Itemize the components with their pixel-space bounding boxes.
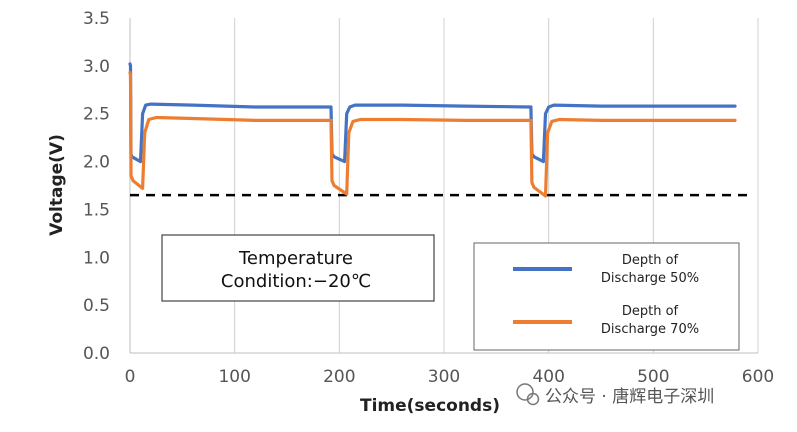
series-line-1 (128, 70, 737, 198)
watermark-text: 公众号 · 唐辉电子深圳 (545, 386, 714, 407)
y-tick-label: 0.0 (83, 344, 110, 364)
series-layer (128, 62, 750, 198)
legend-label-70-line2: Discharge 70% (601, 322, 699, 337)
legend: Depth of Discharge 50% Depth of Discharg… (473, 242, 740, 351)
legend-label-70-line1: Depth of (622, 304, 679, 319)
y-tick-label: 2.0 (83, 153, 110, 173)
x-tick-label: 0 (125, 367, 136, 387)
x-tick-label: 500 (637, 367, 669, 387)
legend-label-50-line2: Discharge 50% (601, 271, 699, 286)
y-tick-label: 3.0 (83, 57, 110, 77)
annotation-box: Temperature Condition:−20℃ (161, 234, 435, 302)
x-tick-label: 400 (532, 367, 564, 387)
y-axis-title: Voltage(V) (47, 134, 67, 236)
series-line-0 (128, 62, 737, 164)
x-tick-label: 200 (323, 367, 355, 387)
x-axis-title: Time(seconds) (360, 396, 500, 416)
y-tick-label: 2.5 (83, 105, 110, 125)
y-tick-label: 0.5 (83, 296, 110, 316)
legend-label-50-line1: Depth of (622, 253, 679, 268)
wechat-icon-bubble (526, 392, 540, 406)
x-tick-label: 300 (428, 367, 460, 387)
y-tick-label: 3.5 (83, 9, 110, 29)
watermark: 公众号 · 唐辉电子深圳 (516, 383, 714, 407)
x-tick-label: 100 (218, 367, 250, 387)
axis-layer: 0 100 200 300 400 500 600 0.0 0.5 1.0 1.5 2.0 2.5 3.0… (83, 9, 774, 387)
y-tick-label: 1.0 (83, 248, 110, 268)
y-tick-label: 1.5 (83, 200, 110, 220)
annotation-line-2: Condition:−20℃ (221, 271, 371, 292)
annotation-line-1: Temperature (238, 248, 353, 269)
x-tick-label: 600 (742, 367, 774, 387)
wechat-icon (516, 383, 534, 401)
